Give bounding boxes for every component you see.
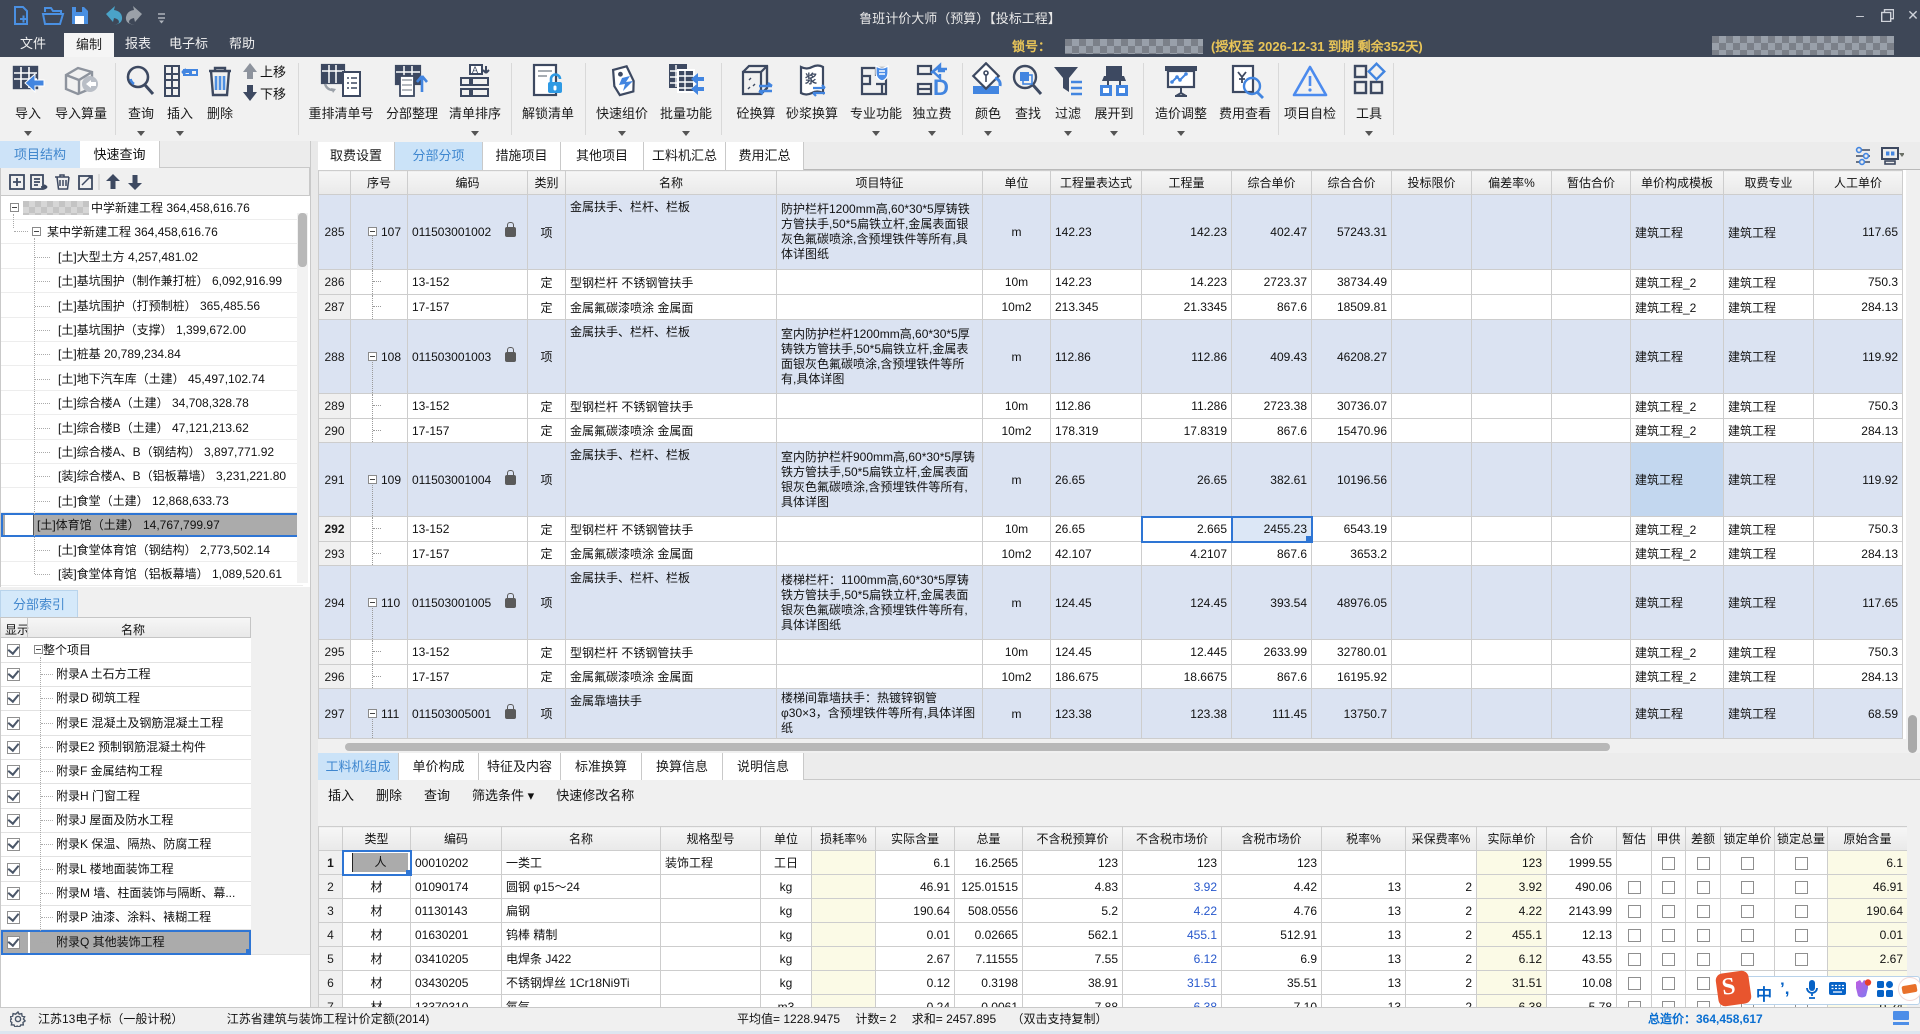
svg-text:D: D: [933, 75, 949, 100]
svg-text:浆: 浆: [804, 71, 818, 86]
svg-text:A: A: [472, 65, 478, 75]
